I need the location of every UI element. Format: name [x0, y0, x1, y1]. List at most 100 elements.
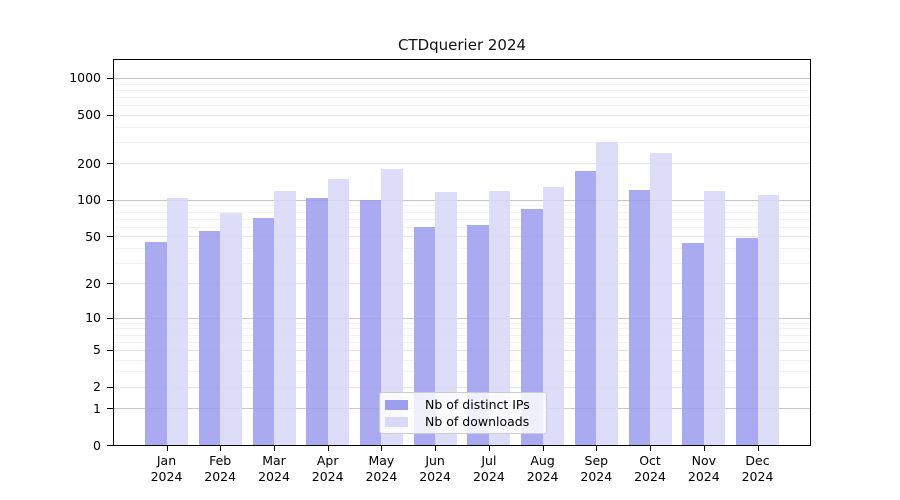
minor-gridline: [114, 322, 810, 324]
bar-distinct-ips: [574, 170, 597, 445]
bar-distinct-ips: [413, 227, 436, 445]
bar-downloads: [757, 195, 779, 445]
bar-downloads: [166, 197, 188, 445]
minor-gridline: [114, 141, 810, 143]
minor-gridline: [114, 328, 810, 330]
x-tick-label: Sep 2024: [580, 453, 613, 484]
legend-label-downloads: Nb of downloads: [425, 414, 530, 429]
x-tick-label: Mar 2024: [258, 453, 290, 484]
bar-distinct-ips: [467, 224, 489, 445]
minor-gridline: [114, 371, 810, 373]
y-tick-mark: [107, 199, 113, 201]
x-tick-label: Jan 2024: [150, 453, 183, 484]
x-tick-label: Nov 2024: [687, 453, 720, 484]
bar-distinct-ips: [145, 241, 167, 445]
y-tick-label: 1000: [69, 70, 101, 86]
gridline: [114, 317, 810, 319]
y-tick-mark: [107, 77, 113, 79]
legend-item-distinct-ips: Nb of distinct IPs: [385, 397, 540, 412]
bar-distinct-ips: [736, 238, 758, 445]
x-tick-mark: [327, 445, 329, 451]
x-tick-mark: [596, 445, 598, 451]
y-tick-label: 10: [85, 310, 101, 326]
y-tick-mark: [107, 349, 113, 351]
legend-swatch-distinct-ips: [385, 399, 408, 410]
y-tick-mark: [107, 408, 113, 410]
bar-distinct-ips: [628, 189, 650, 445]
y-tick-label: 20: [85, 275, 101, 291]
minor-gridline: [114, 205, 810, 207]
y-tick-mark: [107, 317, 113, 319]
minor-gridline: [114, 334, 810, 336]
gridline: [114, 236, 810, 238]
x-tick-label: Jul 2024: [472, 453, 505, 484]
x-tick-label: Aug 2024: [526, 453, 559, 484]
minor-gridline: [114, 218, 810, 220]
y-tick-label: 0: [93, 437, 101, 453]
bar-downloads: [542, 186, 565, 445]
x-tick-mark: [274, 445, 275, 451]
bar-distinct-ips: [306, 198, 328, 445]
y-tick-label: 2: [93, 379, 101, 395]
x-tick-label: Oct 2024: [634, 453, 666, 484]
minor-gridline: [114, 96, 810, 98]
x-tick-label: Apr 2024: [311, 453, 344, 484]
x-tick-label: May 2024: [365, 453, 398, 484]
x-tick-mark: [650, 445, 651, 451]
bar-downloads: [381, 168, 403, 445]
gridline: [114, 199, 810, 201]
gridline: [114, 77, 810, 79]
minor-gridline: [114, 126, 810, 128]
bar-distinct-ips: [252, 217, 274, 445]
bar-distinct-ips: [521, 208, 543, 445]
y-tick-label: 1: [93, 400, 101, 416]
y-tick-mark: [107, 163, 113, 165]
x-tick-mark: [381, 445, 383, 451]
minor-gridline: [114, 247, 810, 249]
gridline: [114, 349, 810, 351]
gridline: [114, 386, 810, 388]
y-tick-label: 100: [77, 192, 101, 208]
bar-distinct-ips: [682, 242, 704, 445]
minor-gridline: [114, 83, 810, 85]
bar-downloads: [274, 190, 296, 445]
y-tick-mark: [107, 236, 113, 238]
y-tick-label: 200: [77, 155, 101, 171]
bar-downloads: [596, 141, 618, 445]
bar-distinct-ips: [198, 231, 221, 445]
y-tick-label: 50: [85, 228, 101, 244]
x-tick-mark: [220, 445, 222, 451]
x-tick-label: Feb 2024: [204, 453, 237, 484]
chart-title: CTDquerier 2024: [397, 36, 527, 54]
x-tick-mark: [435, 445, 437, 451]
bar-downloads: [650, 152, 672, 445]
bar-downloads: [703, 191, 726, 445]
x-tick-mark: [757, 445, 759, 451]
x-tick-mark: [166, 445, 168, 451]
gridline: [114, 114, 810, 116]
legend: Nb of distinct IPs Nb of downloads: [379, 392, 547, 434]
x-tick-label: Dec 2024: [741, 453, 774, 484]
y-tick-mark: [107, 283, 113, 285]
y-tick-label: 5: [93, 342, 101, 358]
x-tick-mark: [542, 445, 544, 451]
minor-gridline: [114, 226, 810, 228]
legend-swatch-downloads: [385, 416, 408, 427]
bar-downloads: [488, 191, 511, 445]
gridline: [114, 283, 810, 285]
x-tick-label: Jun 2024: [419, 453, 451, 484]
bar-downloads: [435, 191, 457, 445]
bar-downloads: [220, 212, 242, 445]
bar-downloads: [327, 179, 350, 445]
minor-gridline: [114, 89, 810, 91]
x-tick-mark: [703, 445, 705, 451]
y-tick-mark: [107, 445, 113, 446]
minor-gridline: [114, 262, 810, 264]
legend-item-downloads: Nb of downloads: [385, 414, 540, 429]
minor-gridline: [114, 211, 810, 213]
bar-distinct-ips: [359, 199, 382, 445]
minor-gridline: [114, 341, 810, 343]
y-tick-mark: [107, 114, 113, 116]
x-tick-mark: [488, 445, 490, 451]
